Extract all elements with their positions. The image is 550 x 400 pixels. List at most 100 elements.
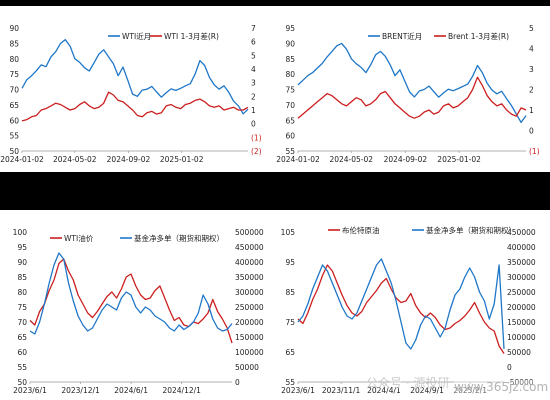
x-tick-label: 2024-05-02 bbox=[329, 155, 373, 164]
y-tick-label-left: 55 bbox=[285, 378, 295, 387]
x-tick-label: 2023/6/1 bbox=[281, 386, 315, 395]
legend-label: 基金净多单（期货和期权） bbox=[426, 225, 516, 235]
y-tick-label-left: 65 bbox=[9, 101, 19, 110]
y-tick-label-right: 1 bbox=[529, 106, 534, 115]
y-tick-label-right: 150000 bbox=[235, 333, 264, 342]
chart-panel-wti-fund-netlong: 100 95 90 85 80 75 70 65 60 55 50 500000 450000 40000… bbox=[0, 214, 272, 400]
y-tick-label-right: (2) bbox=[251, 147, 262, 156]
x-tick-label: 2025/2/1 bbox=[453, 386, 487, 395]
y-tick-label-left: 85 bbox=[285, 288, 295, 297]
y-tick-label-left: 70 bbox=[285, 101, 295, 110]
series-line-1 bbox=[297, 258, 505, 350]
y-tick-label-left: 85 bbox=[9, 39, 19, 48]
legend-label: Brent 1-3月差(R) bbox=[448, 31, 509, 41]
series-line-0 bbox=[297, 264, 505, 354]
series-line-0 bbox=[21, 39, 249, 115]
legend-label: 布伦特原油 bbox=[342, 225, 380, 235]
series-line-1 bbox=[297, 76, 527, 119]
y-tick-label-left: 85 bbox=[17, 273, 27, 282]
legend-label: WTI油价 bbox=[64, 233, 94, 243]
chart-svg-bottom-right: 105 95 85 75 65 55 450000 400000 350000 300000 250… bbox=[281, 225, 536, 395]
y-tick-label-right: 3 bbox=[251, 79, 256, 88]
divider-dark-band bbox=[0, 172, 550, 210]
y-tick-label-right: 2 bbox=[529, 86, 534, 95]
y-tick-label-right: 400000 bbox=[235, 258, 264, 267]
y-tick-label-right: 0 bbox=[529, 127, 534, 136]
x-tick-label: 2024-09-02 bbox=[107, 155, 151, 164]
y-tick-label-left: 80 bbox=[17, 288, 27, 297]
y-tick-label-right: 0 bbox=[235, 378, 240, 387]
x-tick-label: 2024-01-02 bbox=[0, 155, 44, 164]
series-line-1 bbox=[21, 91, 249, 122]
chart-panel-brent: 95 90 85 80 75 70 65 60 55 5 4 3 2 1 0 (1) 2024-01-02 202… bbox=[276, 6, 550, 171]
y-tick-label-left: 75 bbox=[285, 318, 295, 327]
y-tick-label-right: 150000 bbox=[507, 318, 536, 327]
x-tick-label: 2024/9/1 bbox=[410, 386, 444, 395]
y-tick-label-left: 60 bbox=[9, 116, 19, 125]
x-tick-label: 2024/6/1 bbox=[114, 386, 148, 395]
y-tick-label-left: 105 bbox=[281, 228, 296, 237]
y-tick-label-left: 95 bbox=[285, 258, 295, 267]
y-tick-label-left: 55 bbox=[285, 147, 295, 156]
y-tick-label-right: -50000 bbox=[507, 378, 534, 387]
y-tick-label-right: 350000 bbox=[507, 258, 536, 267]
y-tick-label-left: 95 bbox=[285, 24, 295, 33]
y-tick-label-right: 7 bbox=[251, 24, 256, 33]
y-tick-label-right: 200000 bbox=[507, 303, 536, 312]
legend-label: WTI 1-3月差(R) bbox=[164, 31, 219, 41]
y-tick-label-left: 60 bbox=[285, 132, 295, 141]
y-tick-label-right: 0 bbox=[507, 363, 512, 372]
y-tick-label-left: 50 bbox=[17, 378, 27, 387]
y-tick-label-right: 6 bbox=[251, 38, 256, 47]
legend-label: WTI近月 bbox=[122, 31, 151, 41]
y-tick-label-right: 350000 bbox=[235, 273, 264, 282]
x-tick-label: 2023/11/1 bbox=[322, 386, 361, 395]
y-tick-label-left: 70 bbox=[9, 86, 19, 95]
y-tick-label-right: 450000 bbox=[235, 243, 264, 252]
legend-label: BRENT近月 bbox=[382, 31, 422, 41]
x-tick-label: 2023/12/1 bbox=[61, 386, 100, 395]
y-tick-label-right: (1) bbox=[251, 133, 262, 142]
y-tick-label-right: 50000 bbox=[235, 363, 259, 372]
y-tick-label-left: 95 bbox=[17, 243, 27, 252]
y-tick-label-left: 60 bbox=[17, 348, 27, 357]
y-tick-label-right: 0 bbox=[251, 120, 256, 129]
x-tick-label: 2023/6/1 bbox=[13, 386, 47, 395]
y-tick-label-right: 4 bbox=[529, 45, 534, 54]
y-tick-label-right: 100000 bbox=[235, 348, 264, 357]
y-tick-label-left: 75 bbox=[17, 303, 27, 312]
y-tick-label-right: 50000 bbox=[507, 348, 531, 357]
y-tick-label-right: 1 bbox=[251, 106, 256, 115]
series-line-0 bbox=[297, 42, 527, 124]
y-tick-label-left: 65 bbox=[285, 348, 295, 357]
chart-panel-wti: 90 85 80 75 70 65 60 55 50 7 6 5 4 3 2 1 0 (1) (2) 2024-01-… bbox=[0, 6, 272, 171]
y-tick-label-right: 4 bbox=[251, 65, 256, 74]
y-tick-label-right: (1) bbox=[529, 147, 540, 156]
x-tick-label: 2024-05-02 bbox=[53, 155, 97, 164]
y-tick-label-right: 5 bbox=[529, 24, 534, 33]
y-tick-label-left: 65 bbox=[17, 333, 27, 342]
y-tick-label-right: 200000 bbox=[235, 318, 264, 327]
y-tick-label-left: 100 bbox=[13, 228, 28, 237]
y-tick-label-left: 80 bbox=[285, 70, 295, 79]
legend-label: 基金净多单（期货和期权） bbox=[134, 233, 224, 243]
y-tick-label-left: 55 bbox=[9, 132, 19, 141]
y-tick-label-left: 90 bbox=[17, 258, 27, 267]
x-tick-label: 2025-01-02 bbox=[437, 155, 481, 164]
y-tick-label-left: 65 bbox=[285, 116, 295, 125]
y-tick-label-right: 300000 bbox=[235, 288, 264, 297]
y-tick-label-left: 90 bbox=[285, 39, 295, 48]
y-tick-label-left: 70 bbox=[17, 318, 27, 327]
y-tick-label-right: 100000 bbox=[507, 333, 536, 342]
y-tick-label-right: 450000 bbox=[507, 228, 536, 237]
series-line-1 bbox=[29, 252, 233, 335]
chart-svg-bottom-left: 1009590858075706560555050000045000040000… bbox=[13, 228, 264, 395]
y-tick-label-right: 2 bbox=[251, 92, 256, 101]
y-tick-label-right: 250000 bbox=[235, 303, 264, 312]
y-tick-label-right: 250000 bbox=[507, 288, 536, 297]
y-tick-label-right: 5 bbox=[251, 51, 256, 60]
x-tick-label: 2024/12/1 bbox=[162, 386, 201, 395]
chart-svg-top-left: 90858075706560555076543210(1)(2)2024-01-… bbox=[0, 24, 262, 164]
x-tick-label: 2024-09-02 bbox=[384, 155, 428, 164]
